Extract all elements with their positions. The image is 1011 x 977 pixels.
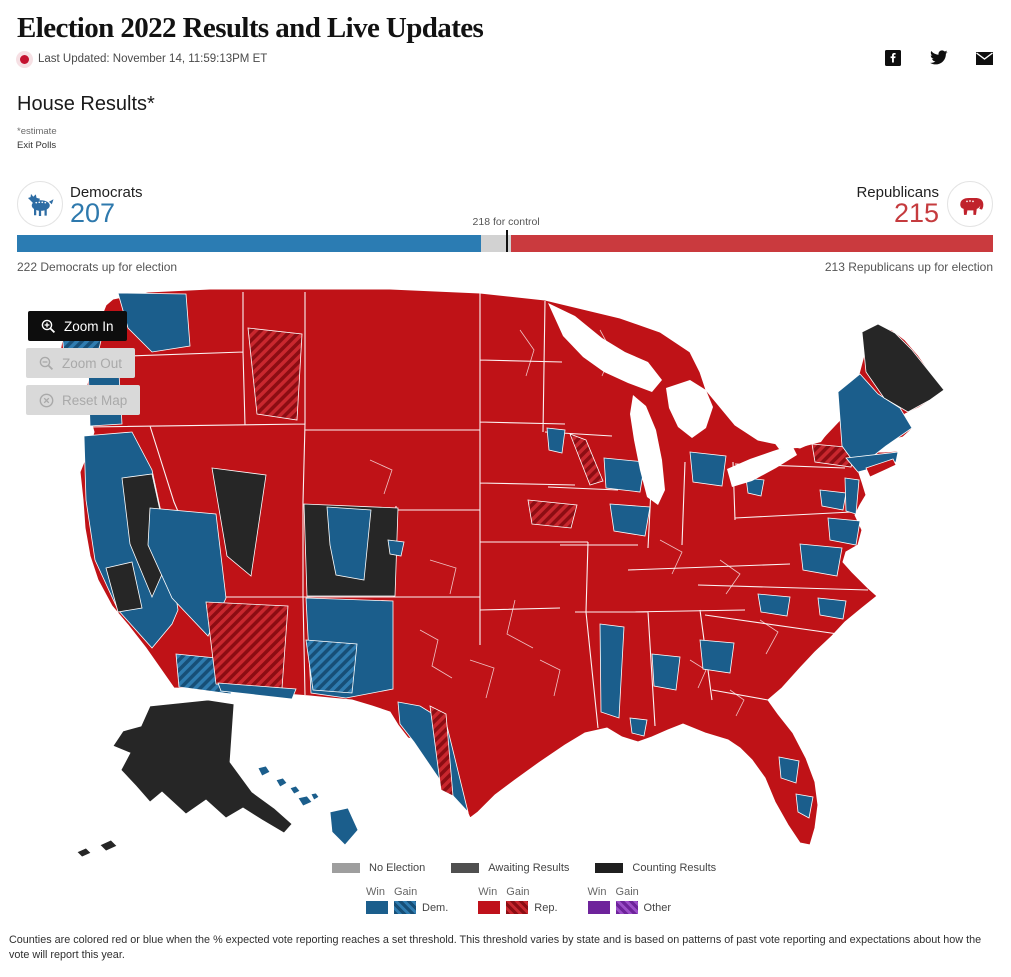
republicans-label: Republicans: [856, 184, 939, 201]
legend-other-group: Win Gain Other: [587, 886, 672, 914]
map-region-long-island[interactable]: [865, 458, 897, 478]
awaiting-results-swatch: [451, 863, 480, 873]
map-region-fl-orlando[interactable]: [778, 756, 800, 784]
state-borders: [87, 292, 869, 729]
map-region-mi-detroit[interactable]: [689, 451, 727, 487]
map-region-tx-border[interactable]: [429, 705, 454, 797]
bar-democrat-segment: [17, 235, 482, 252]
democrat-party-badge: [17, 181, 63, 227]
last-updated-text: Last Updated: November 14, 11:59:13PM ET: [38, 53, 268, 65]
page-title: Election 2022 Results and Live Updates: [17, 12, 484, 44]
map-region-az-south[interactable]: [217, 682, 297, 700]
map-region-idaho[interactable]: [247, 327, 303, 421]
map-region-co-denver[interactable]: [387, 539, 405, 557]
live-indicator-icon: [20, 54, 29, 64]
map-region-pa-pittsburgh[interactable]: [745, 477, 765, 497]
legend-no-election: No Election: [332, 862, 425, 874]
map-region-new-england[interactable]: [837, 373, 913, 469]
map-region-hawaii-big-island[interactable]: [329, 807, 359, 846]
donkey-icon: [28, 193, 54, 216]
map-region-nv-east[interactable]: [211, 467, 267, 577]
map-region-mn-twin-cities[interactable]: [546, 427, 566, 454]
map-region-hawaii-4[interactable]: [297, 795, 313, 807]
reset-map-button[interactable]: Reset Map: [26, 385, 141, 415]
map-region-iowa[interactable]: [527, 499, 578, 529]
map-region-nj[interactable]: [844, 477, 860, 515]
zoom-out-icon: [39, 356, 54, 370]
control-threshold-label: 218 for control: [472, 216, 540, 228]
facebook-icon[interactable]: [885, 50, 901, 66]
zoom-in-icon: [41, 319, 56, 333]
map-region-fl-southeast[interactable]: [795, 793, 814, 819]
dem-win-swatch: [366, 901, 388, 914]
map-region-al-birmingham[interactable]: [651, 653, 681, 691]
rep-gain-swatch: [506, 901, 529, 914]
map-region-hawaii-3[interactable]: [289, 785, 301, 795]
map-region-hawaii-5[interactable]: [310, 792, 320, 801]
republicans-seat-count: 215: [893, 198, 939, 228]
no-election-swatch: [332, 863, 360, 873]
map-region-wi-west[interactable]: [569, 433, 604, 486]
map-region-ny-city[interactable]: [845, 451, 899, 473]
map-region-nc-piedmont[interactable]: [757, 593, 791, 617]
control-threshold-row: 218 for control: [17, 216, 993, 230]
map-region-ca-valley-2[interactable]: [105, 561, 143, 613]
great-lakes: [548, 303, 829, 505]
twitter-icon[interactable]: [929, 50, 948, 66]
map-region-ms-delta[interactable]: [599, 623, 625, 719]
email-icon[interactable]: [976, 51, 993, 65]
map-region-alaska[interactable]: [112, 699, 293, 834]
seat-balance-bar: [17, 230, 993, 252]
map-region-wi-south[interactable]: [603, 457, 646, 493]
bar-undecided-segment: [481, 235, 511, 252]
social-share-bar: [885, 50, 993, 66]
other-gain-swatch: [615, 901, 638, 914]
map-region-il-chicago[interactable]: [609, 503, 651, 537]
dem-gain-swatch: [394, 901, 416, 914]
map-region-md-dc[interactable]: [827, 517, 861, 546]
map-region-ga-atlanta[interactable]: [699, 639, 735, 674]
legend-awaiting-results: Awaiting Results: [451, 862, 569, 874]
control-threshold-tick: [506, 230, 509, 252]
exit-polls-link[interactable]: Exit Polls: [17, 140, 57, 151]
democrats-seat-count: 207: [70, 198, 116, 228]
map-footnote: Counties are colored red or blue when th…: [9, 934, 982, 961]
estimate-note: *estimate: [17, 126, 57, 137]
counting-results-swatch: [595, 863, 624, 873]
map-region-utah-slc[interactable]: [326, 506, 372, 581]
zoom-in-button[interactable]: Zoom In: [28, 311, 127, 341]
democrats-label: Democrats: [70, 184, 143, 201]
map-region-maine[interactable]: [861, 323, 945, 413]
legend-rep-group: Win Gain Rep.: [478, 886, 558, 914]
map-region-hawaii-1[interactable]: [257, 765, 271, 777]
map-region-nm-south[interactable]: [305, 639, 358, 694]
republican-party-badge: [947, 181, 993, 227]
map-region-ak-island-2[interactable]: [76, 847, 92, 858]
rep-win-swatch: [478, 901, 501, 914]
legend-counting-results: Counting Results: [595, 862, 716, 874]
democrats-up-for-election: 222 Democrats up for election: [17, 260, 178, 274]
last-updated-row: Last Updated: November 14, 11:59:13PM ET: [20, 53, 267, 65]
elephant-icon: [960, 198, 984, 215]
map-legend-parties: Win Gain Dem. Win Gain Rep. Win Gain Oth…: [366, 886, 671, 914]
reset-map-icon: [39, 393, 54, 407]
map-region-pa-philly[interactable]: [819, 489, 847, 511]
legend-dem-group: Win Gain Dem.: [366, 886, 449, 914]
map-legend-status: No Election Awaiting Results Counting Re…: [332, 862, 716, 874]
map-region-hawaii-2[interactable]: [275, 777, 288, 788]
map-region-la-nola[interactable]: [629, 717, 648, 737]
republicans-up-for-election: 213 Republicans up for election: [824, 260, 993, 274]
zoom-out-button[interactable]: Zoom Out: [26, 348, 136, 378]
map-region-az-center[interactable]: [205, 601, 289, 689]
other-win-swatch: [587, 901, 610, 914]
section-heading: House Results*: [17, 93, 155, 115]
map-region-nc-coast[interactable]: [817, 597, 847, 620]
map-region-ak-island[interactable]: [99, 839, 118, 852]
bar-republican-segment: [510, 235, 993, 252]
map-region-va-north[interactable]: [799, 543, 843, 577]
